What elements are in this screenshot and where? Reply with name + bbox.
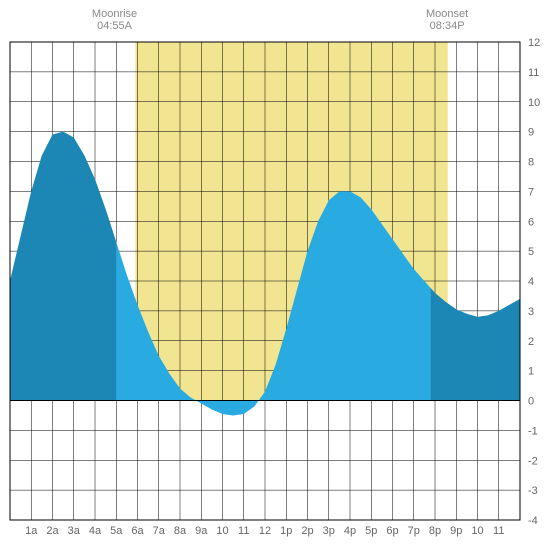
moonrise-time: 04:55A: [85, 20, 145, 32]
x-tick-label: 3p: [323, 525, 335, 537]
x-tick-label: 6a: [131, 525, 144, 537]
x-tick-label: 9p: [450, 525, 462, 537]
y-tick-label: 5: [528, 246, 534, 258]
y-tick-label: 10: [528, 97, 540, 109]
y-tick-label: 2: [528, 336, 534, 348]
x-tick-label: 2p: [301, 525, 313, 537]
y-tick-label: 11: [528, 67, 539, 79]
x-tick-label: 8a: [174, 525, 187, 537]
y-tick-label: -1: [528, 425, 538, 437]
y-tick-label: -2: [528, 455, 538, 467]
x-tick-label: 4p: [344, 525, 356, 537]
y-tick-label: 3: [528, 306, 534, 318]
x-tick-label: 11: [238, 525, 249, 537]
moonrise-label: Moonrise 04:55A: [85, 8, 145, 32]
x-tick-label: 7p: [408, 525, 420, 537]
y-tick-label: 12: [528, 37, 540, 49]
x-tick-label: 10: [216, 525, 228, 537]
y-tick-label: -3: [528, 485, 538, 497]
x-tick-label: 6p: [386, 525, 398, 537]
moonset-time: 08:34P: [417, 20, 477, 32]
x-tick-label: 1p: [280, 525, 292, 537]
x-tick-label: 5p: [365, 525, 377, 537]
x-tick-label: 4a: [89, 525, 102, 537]
x-tick-label: 5a: [110, 525, 123, 537]
y-tick-label: 0: [528, 396, 534, 408]
y-tick-label: 9: [528, 127, 534, 139]
x-tick-label: 8p: [429, 525, 441, 537]
x-tick-label: 9a: [195, 525, 208, 537]
x-tick-label: 12: [259, 525, 271, 537]
y-tick-label: 1: [528, 366, 534, 378]
moonset-label: Moonset 08:34P: [417, 8, 477, 32]
x-tick-label: 3a: [68, 525, 81, 537]
y-tick-label: 7: [528, 186, 534, 198]
y-tick-label: 4: [528, 276, 534, 288]
moonrise-text: Moonrise: [85, 8, 145, 20]
chart-svg: 1a2a3a4a5a6a7a8a9a1011121p2p3p4p5p6p7p8p…: [0, 0, 550, 550]
moonset-text: Moonset: [417, 8, 477, 20]
x-tick-label: 2a: [46, 525, 59, 537]
y-tick-label: 6: [528, 216, 534, 228]
x-tick-label: 7a: [153, 525, 166, 537]
x-tick-label: 11: [493, 525, 504, 537]
y-tick-label: -4: [528, 515, 538, 527]
x-tick-label: 10: [471, 525, 483, 537]
x-tick-label: 1a: [25, 525, 38, 537]
y-tick-label: 8: [528, 157, 534, 169]
tide-chart: 1a2a3a4a5a6a7a8a9a1011121p2p3p4p5p6p7p8p…: [0, 0, 550, 550]
